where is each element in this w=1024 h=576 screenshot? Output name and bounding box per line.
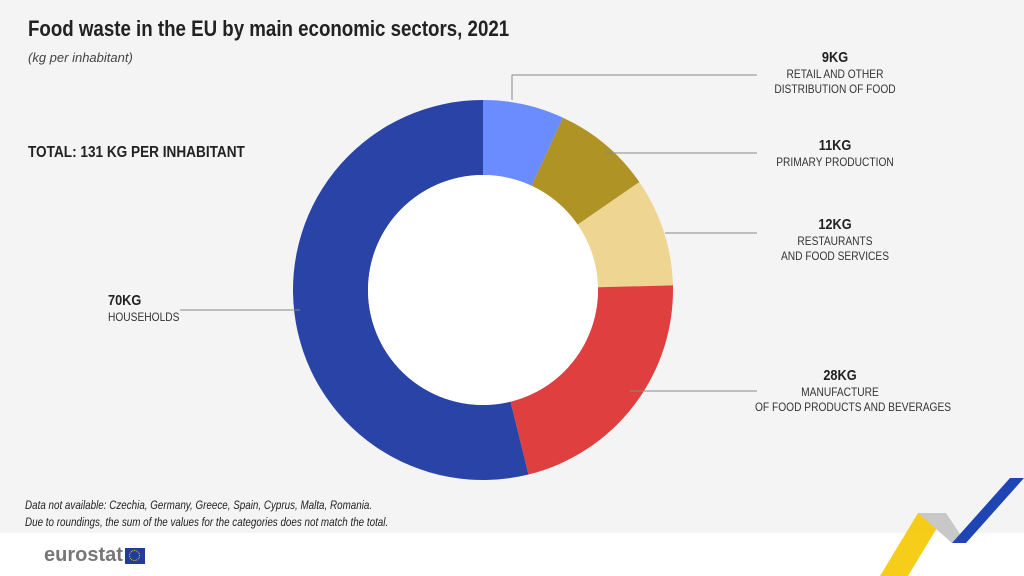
category-label: AND FOOD SERVICES bbox=[780, 249, 890, 263]
category-label: PRIMARY PRODUCTION bbox=[776, 155, 894, 169]
label-manufacture: 28KG MANUFACTURE OF FOOD PRODUCTS AND BE… bbox=[755, 367, 952, 415]
footnote: Due to roundings, the sum of the values … bbox=[25, 515, 389, 529]
donut-slice-3 bbox=[510, 285, 673, 475]
decorative-ribbon-icon bbox=[880, 478, 1024, 576]
donut-slice-1 bbox=[531, 117, 640, 225]
label-primary: 11KG PRIMARY PRODUCTION bbox=[771, 137, 899, 170]
total-label: TOTAL: 131 KG PER INHABITANT bbox=[28, 144, 245, 161]
chart-subtitle: (kg per inhabitant) bbox=[28, 50, 133, 65]
label-households: 70KG HOUSEHOLDS bbox=[108, 292, 179, 325]
category-label: RETAIL AND OTHER bbox=[786, 67, 884, 81]
value-label: 70KG bbox=[108, 292, 142, 309]
label-restaurants: 12KG RESTAURANTS AND FOOD SERVICES bbox=[771, 216, 899, 264]
value-label: 28KG bbox=[823, 367, 857, 384]
logo-text: eurostat bbox=[44, 544, 123, 566]
eu-flag-icon bbox=[124, 547, 145, 564]
footnotes: Data not available: Czechia, Germany, Gr… bbox=[25, 497, 388, 531]
value-label: 9KG bbox=[821, 49, 849, 66]
donut-slice-4 bbox=[293, 100, 529, 480]
donut-slice-2 bbox=[577, 182, 673, 288]
value-label: 12KG bbox=[818, 216, 852, 233]
footnote: Data not available: Czechia, Germany, Gr… bbox=[25, 498, 373, 512]
category-label: HOUSEHOLDS bbox=[108, 310, 180, 324]
donut-slice-0 bbox=[483, 100, 564, 186]
leader-line-retail bbox=[511, 74, 757, 100]
leader-lines bbox=[180, 74, 757, 392]
eurostat-logo[interactable]: eurostat bbox=[44, 544, 145, 567]
category-label: OF FOOD PRODUCTS AND BEVERAGES bbox=[755, 400, 952, 414]
category-label: DISTRIBUTION OF FOOD bbox=[774, 82, 896, 96]
value-label: 11KG bbox=[818, 137, 852, 154]
label-retail: 9KG RETAIL AND OTHER DISTRIBUTION OF FOO… bbox=[771, 49, 899, 97]
category-label: MANUFACTURE bbox=[801, 385, 879, 399]
donut-hole bbox=[368, 175, 598, 405]
chart-title: Food waste in the EU by main economic se… bbox=[28, 16, 510, 41]
category-label: RESTAURANTS bbox=[797, 234, 873, 248]
